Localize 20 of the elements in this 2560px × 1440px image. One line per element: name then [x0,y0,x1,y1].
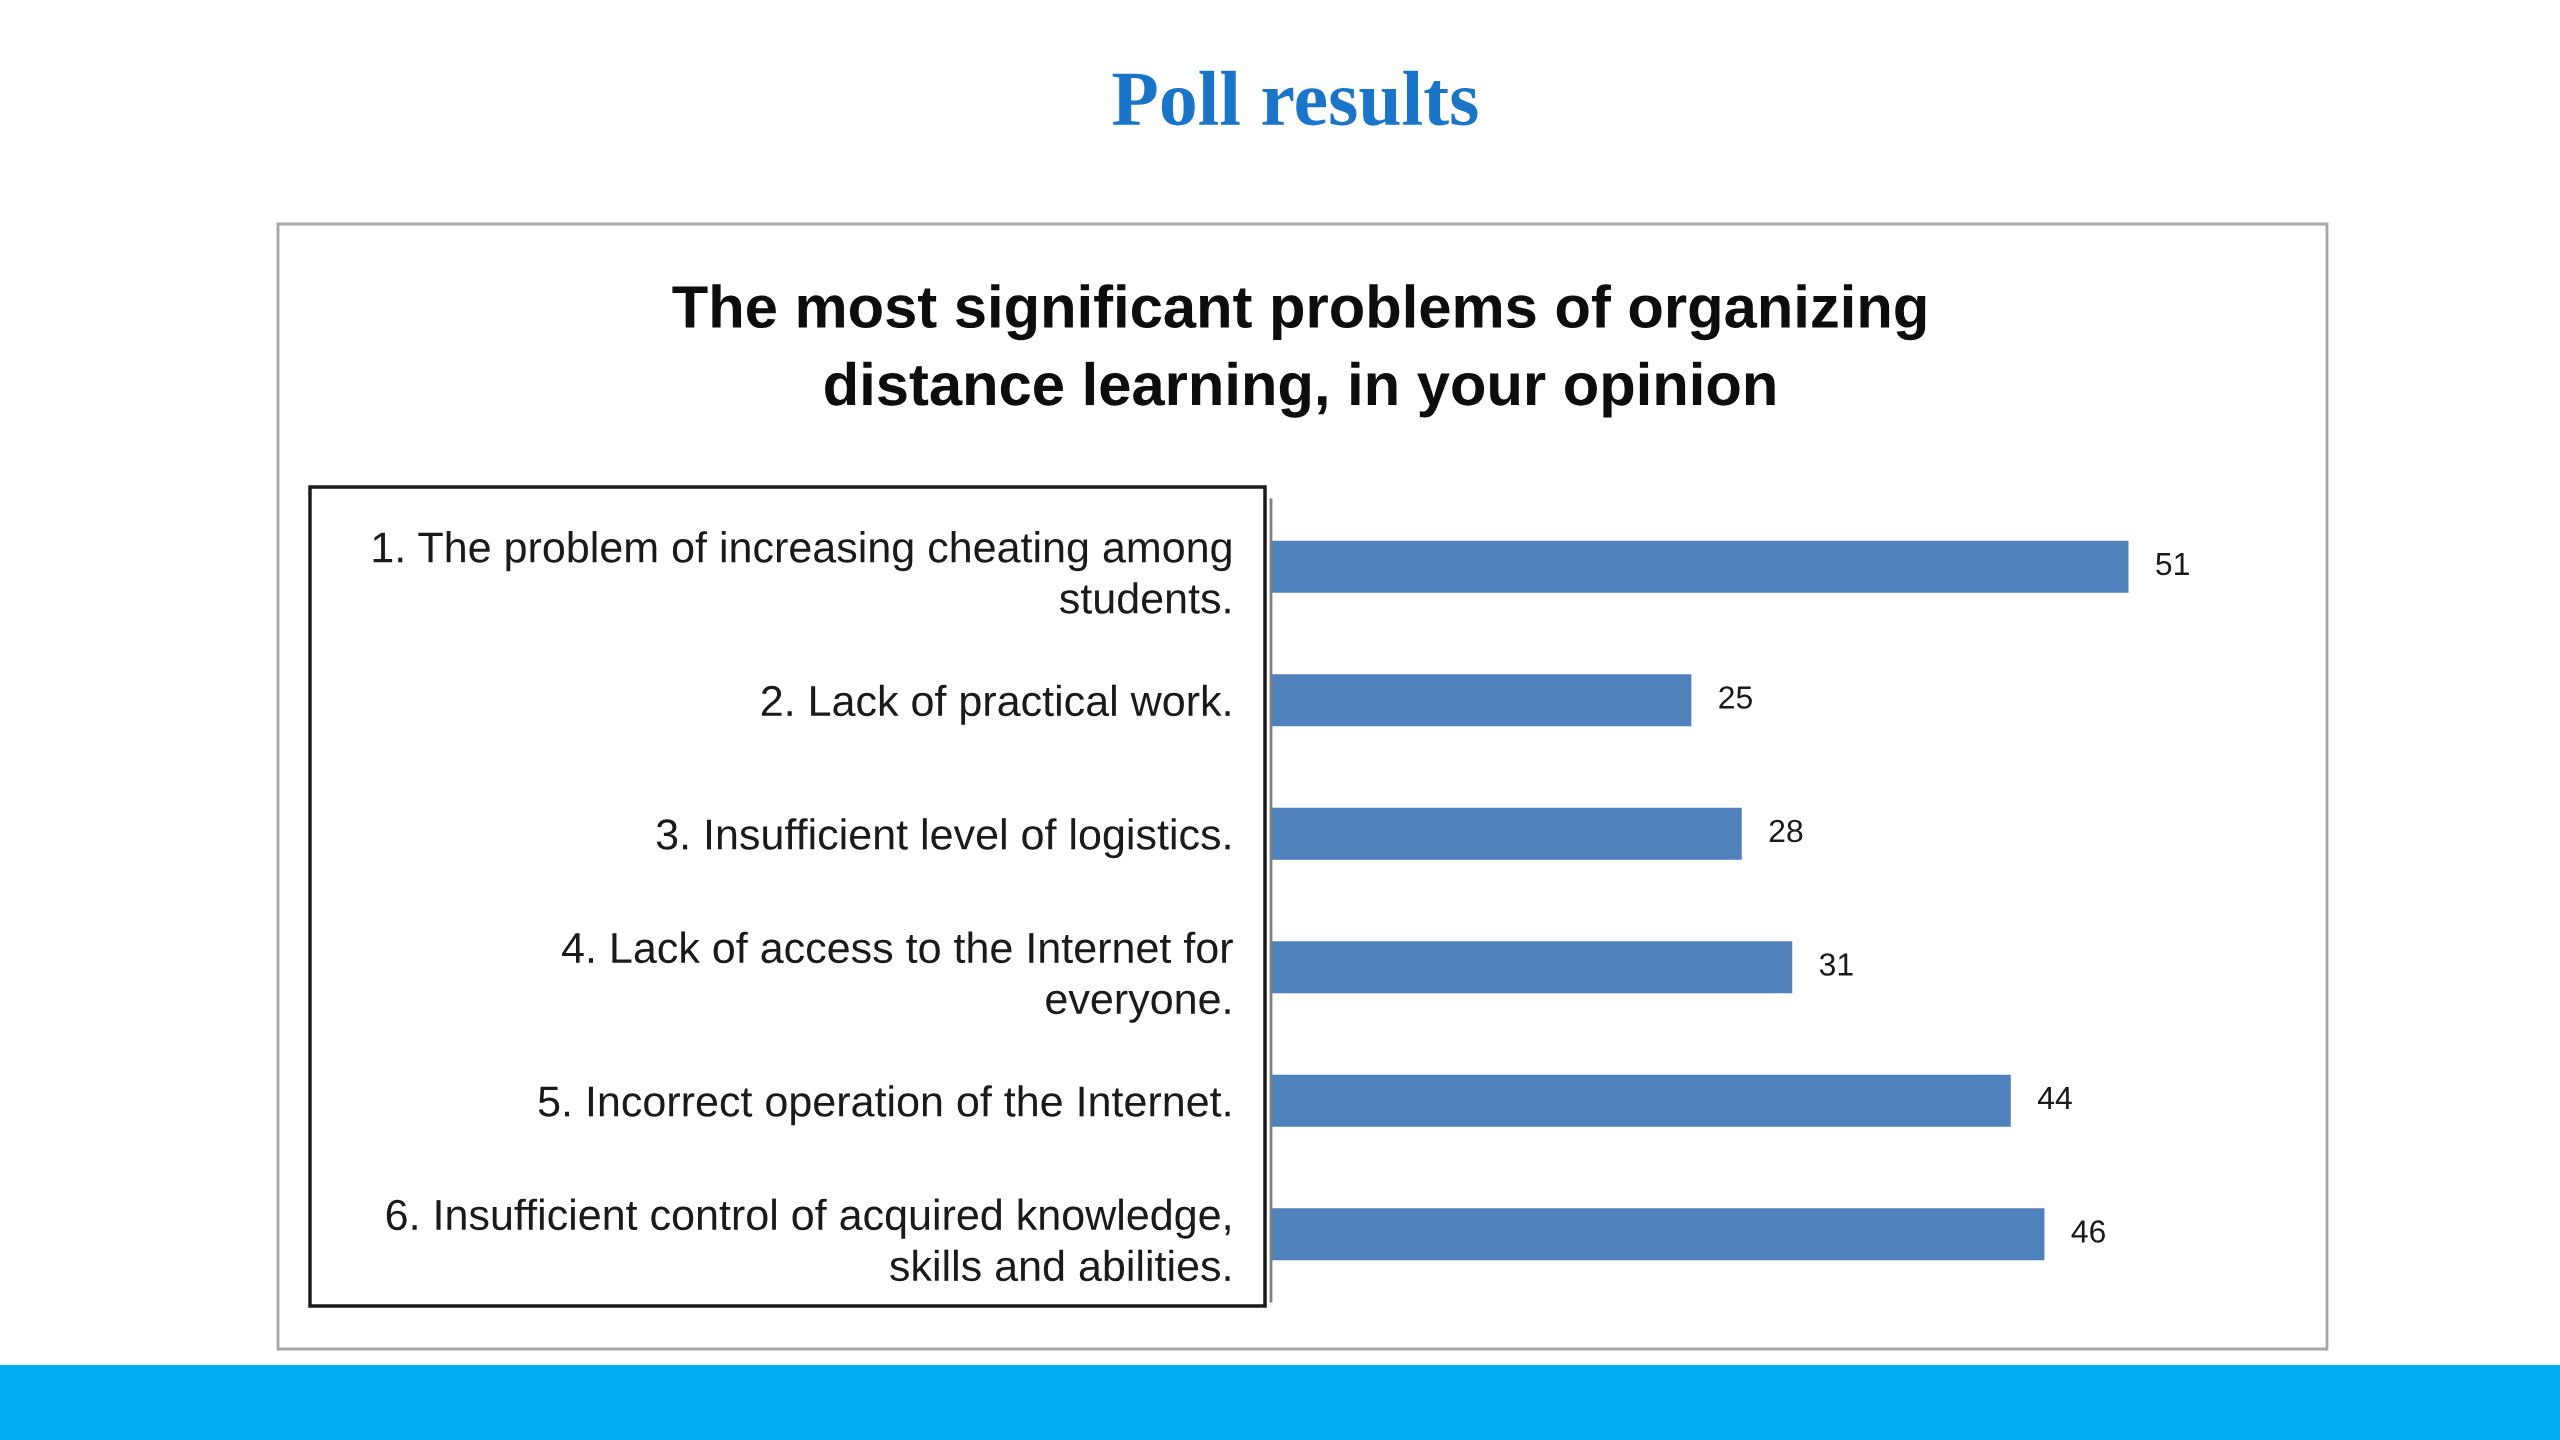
y-tick-label: 1. The problem of increasing cheating among students. [373,531,1231,614]
bar [1271,1074,2011,1127]
bar [1271,807,1742,860]
data-label: 44 [2037,1087,2072,1110]
data-label: 25 [1719,686,1752,709]
data-label: 28 [1769,819,1803,843]
bar [1271,941,1793,994]
bar [1271,1208,2045,1261]
bar [1271,674,1692,727]
data-label: 31 [1819,953,1853,976]
y-tick-label: 2. Lack of practical work. [761,684,1230,725]
y-tick-label: 3. Insufficient level of logistics. [656,818,1230,859]
data-label: 46 [2071,1220,2105,1243]
y-tick-label: 5. Incorrect operation of the Internet. [538,1085,1230,1126]
y-tick-label: 6. Insufficient control of acquired knowledge, skills and abilities. [386,1198,1230,1282]
bar [1271,540,2129,593]
y-tick-label: 4. Lack of access to the Internet for everyone. [562,931,1233,1023]
chart-subtitle: The most significant problems of organizing distance learning, in your opinion [672,284,1926,418]
data-label: 51 [2156,553,2189,576]
chart-title: Poll results [1112,70,1478,126]
